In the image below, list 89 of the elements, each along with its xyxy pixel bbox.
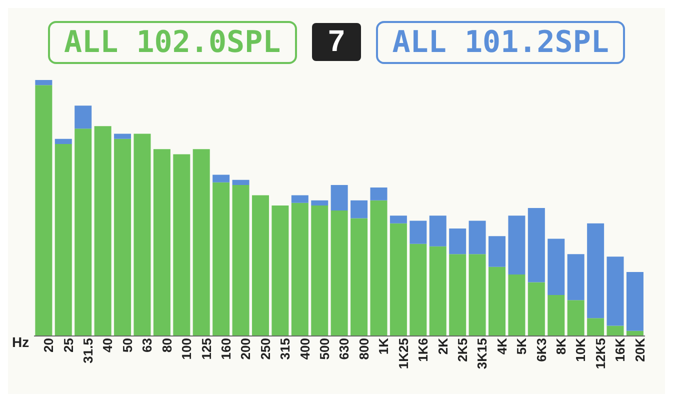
bar: [35, 85, 52, 336]
x-tick-label: 100: [179, 338, 194, 360]
text: ALL 101.2SPL: [376, 20, 625, 64]
x-tick-label: 4K: [494, 337, 510, 355]
bar: [587, 318, 604, 336]
x-tick-label: 25: [60, 338, 76, 352]
bar: [567, 300, 584, 336]
bar: [468, 254, 486, 336]
bar: [449, 254, 466, 336]
x-axis-title: Hz: [12, 334, 30, 350]
bar: [449, 228, 466, 254]
x-tick-label: 630: [336, 338, 352, 360]
bar: [350, 200, 368, 218]
x-tick-label: 3K15: [474, 338, 490, 370]
x-tick-label: 5K: [514, 337, 530, 355]
bar: [626, 272, 644, 331]
x-tick-label: 500: [317, 338, 332, 360]
x-tick-label: 400: [297, 338, 312, 360]
bar: [548, 295, 565, 336]
bar: [390, 223, 407, 336]
bar: [232, 180, 250, 185]
bar: [370, 200, 388, 336]
bar: [350, 218, 368, 336]
bar: [35, 80, 52, 86]
bar: [114, 138, 132, 336]
x-tick-label: 16K: [612, 337, 628, 362]
bar: [548, 238, 565, 296]
bar: [311, 200, 328, 206]
bar: [429, 216, 446, 246]
bar: [291, 202, 308, 336]
x-tick-label: 20K: [632, 337, 648, 362]
x-tick-label: 160: [218, 338, 234, 360]
bar: [370, 188, 388, 200]
bar: [508, 274, 526, 336]
series-label: ALL 102.0SPL: [48, 20, 297, 64]
bar: [272, 205, 289, 336]
x-tick-label: 2K5: [454, 338, 470, 362]
bar: [232, 184, 250, 336]
x-tick-label: 1K6: [416, 338, 431, 362]
x-tick-label: 31.5: [80, 338, 96, 364]
bar: [54, 138, 72, 144]
x-tick-label: 200: [238, 338, 254, 360]
x-tick-label: 12K5: [592, 338, 608, 370]
bar: [410, 244, 427, 336]
x-tick-label: 20: [41, 338, 56, 352]
x-tick-label: 10K: [573, 337, 588, 362]
x-tick-label: 1K: [376, 337, 392, 355]
x-tick-label: 63: [140, 338, 155, 352]
bar: [153, 149, 170, 336]
chart-title: 7: [312, 23, 361, 61]
x-tick-label: 40: [100, 338, 116, 352]
bar: [291, 195, 308, 203]
bar: [429, 246, 446, 336]
bar: [606, 326, 624, 336]
bar: [192, 149, 210, 336]
bar: [330, 184, 348, 211]
bar: [606, 256, 624, 326]
bar: [468, 220, 486, 254]
bar: [587, 223, 604, 318]
bar: [74, 128, 92, 336]
bar: [390, 216, 407, 224]
bar: [508, 216, 526, 275]
bar: [528, 282, 545, 336]
bar: [114, 134, 132, 139]
x-tick-label: 1K25: [396, 338, 411, 370]
bar: [410, 220, 427, 244]
x-tick-label: 800: [356, 338, 372, 360]
bar: [311, 205, 328, 336]
bar: [94, 126, 112, 336]
bar: [330, 210, 348, 336]
bar: [488, 236, 506, 267]
bar: [173, 154, 190, 336]
bar: [74, 106, 92, 129]
x-tick-label: 8K: [554, 337, 569, 355]
bar: [252, 195, 269, 336]
bar: [212, 174, 230, 182]
bar: [567, 254, 584, 300]
bar: [528, 208, 545, 282]
bar: [488, 266, 506, 336]
bar: [212, 182, 230, 336]
x-tick-label: 315: [278, 338, 293, 360]
bar: [54, 144, 72, 336]
x-tick-label: 125: [198, 338, 214, 360]
x-tick-label: 6K3: [534, 338, 549, 362]
x-tick-label: 250: [258, 338, 273, 360]
x-tick-label: 50: [120, 338, 135, 352]
x-tick-label: 2K: [435, 337, 450, 355]
bar: [134, 134, 151, 336]
x-tick-label: 80: [159, 338, 174, 352]
